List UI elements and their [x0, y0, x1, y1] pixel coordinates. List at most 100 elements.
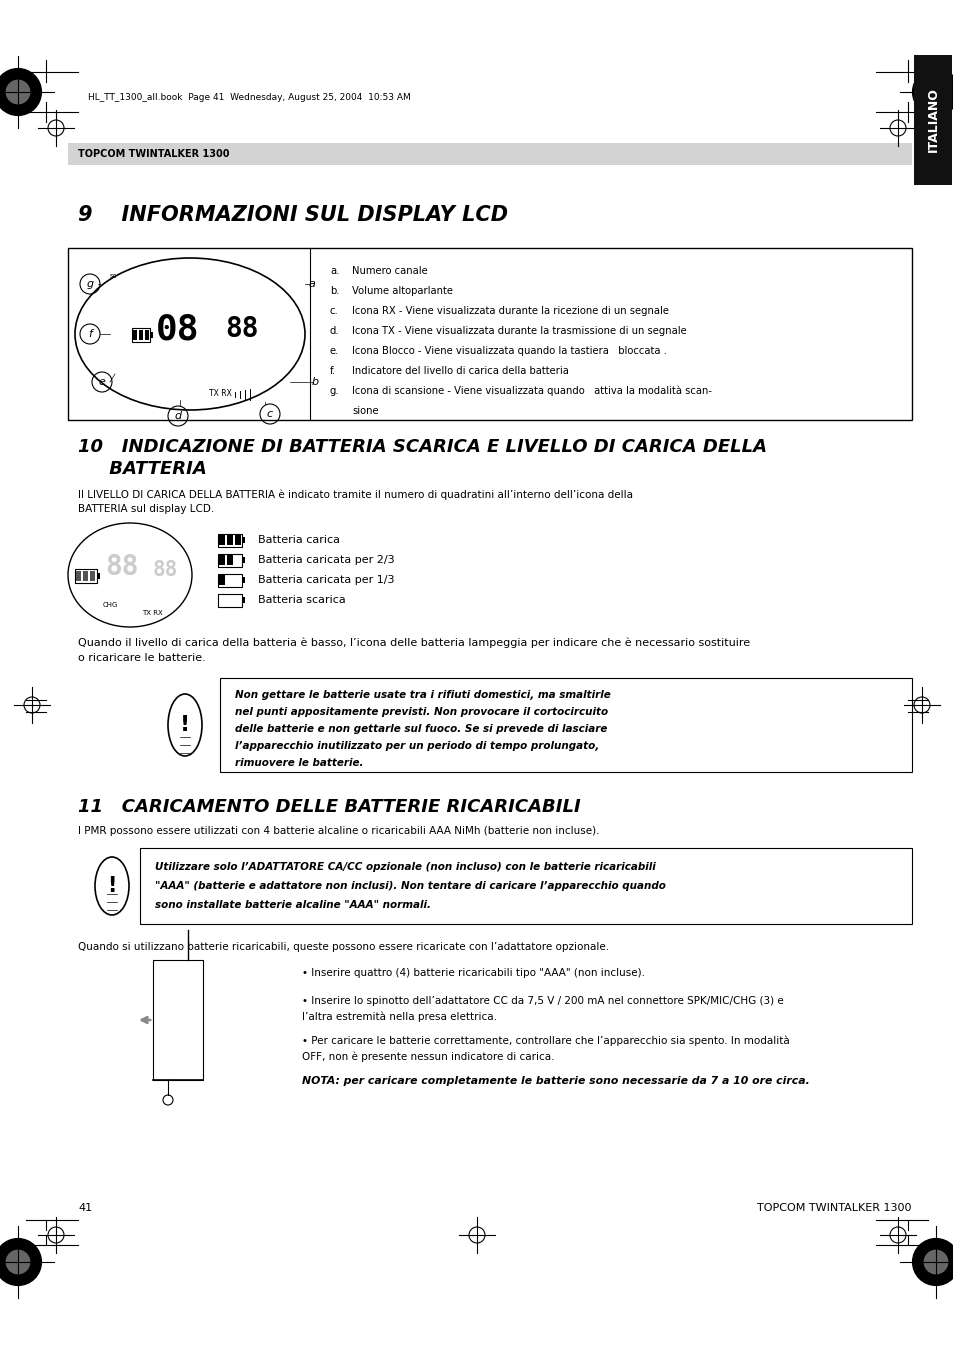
Text: OFF, non è presente nessun indicatore di carica.: OFF, non è presente nessun indicatore di…: [302, 1051, 554, 1062]
Text: Utilizzare solo l’ADATTATORE CA/CC opzionale (non incluso) con le batterie ricar: Utilizzare solo l’ADATTATORE CA/CC opzio…: [154, 862, 655, 871]
Text: 10   INDICAZIONE DI BATTERIA SCARICA E LIVELLO DI CARICA DELLA: 10 INDICAZIONE DI BATTERIA SCARICA E LIV…: [78, 438, 766, 457]
Text: g.: g.: [330, 386, 339, 396]
Bar: [139, 330, 143, 340]
Text: Batteria carica: Batteria carica: [257, 535, 339, 544]
Text: e: e: [98, 377, 106, 386]
Bar: [242, 577, 245, 584]
Text: l’apparecchio inutilizzato per un periodo di tempo prolungato,: l’apparecchio inutilizzato per un period…: [234, 740, 598, 751]
Text: rimuovere le batterie.: rimuovere le batterie.: [234, 758, 363, 767]
Text: l’altra estremità nella presa elettrica.: l’altra estremità nella presa elettrica.: [302, 1011, 497, 1021]
Text: Non gettare le batterie usate tra i rifiuti domestici, ma smaltirle: Non gettare le batterie usate tra i rifi…: [234, 690, 610, 700]
Text: b.: b.: [330, 286, 339, 296]
Bar: [68, 143, 911, 165]
Bar: [220, 678, 911, 771]
Bar: [145, 330, 149, 340]
Bar: [150, 332, 152, 338]
Text: TOPCOM TWINTALKER 1300: TOPCOM TWINTALKER 1300: [78, 149, 230, 159]
Text: b: b: [311, 377, 318, 386]
Text: a: a: [308, 280, 315, 289]
Text: Icona Blocco - Viene visualizzata quando la tastiera   bloccata .: Icona Blocco - Viene visualizzata quando…: [352, 346, 666, 357]
Text: g: g: [87, 280, 93, 289]
Ellipse shape: [68, 523, 192, 627]
Bar: [68, 249, 911, 420]
Circle shape: [7, 80, 30, 104]
Ellipse shape: [168, 694, 202, 757]
Text: ITALIANO: ITALIANO: [925, 88, 939, 153]
Text: CHG: CHG: [102, 603, 117, 608]
Text: TX RX: TX RX: [141, 611, 162, 616]
Text: 08: 08: [156, 312, 199, 346]
Circle shape: [912, 1239, 953, 1285]
Bar: [227, 555, 233, 565]
Bar: [242, 557, 245, 563]
Text: Icona di scansione - Viene visualizzata quando   attiva la modalità scan-: Icona di scansione - Viene visualizzata …: [352, 386, 711, 396]
Text: Batteria scarica: Batteria scarica: [257, 594, 345, 605]
Bar: [242, 536, 245, 543]
Text: f.: f.: [330, 366, 335, 376]
Text: Icona TX - Viene visualizzata durante la trasmissione di un segnale: Icona TX - Viene visualizzata durante la…: [352, 326, 686, 336]
Text: 41: 41: [78, 1202, 92, 1213]
Circle shape: [912, 69, 953, 115]
Bar: [90, 571, 95, 581]
Text: Il LIVELLO DI CARICA DELLA BATTERIA è indicato tramite il numero di quadratini a: Il LIVELLO DI CARICA DELLA BATTERIA è in…: [78, 490, 633, 500]
Ellipse shape: [75, 258, 305, 409]
Text: c.: c.: [330, 305, 338, 316]
Bar: [913, 55, 951, 185]
Text: sc: sc: [110, 273, 117, 280]
Text: o ricaricare le batterie.: o ricaricare le batterie.: [78, 653, 206, 663]
Text: Batteria caricata per 1/3: Batteria caricata per 1/3: [257, 576, 395, 585]
Text: sione: sione: [352, 407, 378, 416]
Text: BATTERIA sul display LCD.: BATTERIA sul display LCD.: [78, 504, 214, 513]
Circle shape: [0, 1239, 41, 1285]
Text: nel punti appositamente previsti. Non provocare il cortocircuito: nel punti appositamente previsti. Non pr…: [234, 707, 607, 717]
Bar: [218, 554, 242, 567]
Text: Batteria caricata per 2/3: Batteria caricata per 2/3: [257, 555, 395, 565]
Text: HL_TT_1300_all.book  Page 41  Wednesday, August 25, 2004  10:53 AM: HL_TT_1300_all.book Page 41 Wednesday, A…: [88, 92, 411, 101]
Text: TX RX: TX RX: [209, 389, 232, 399]
Text: 88: 88: [152, 561, 177, 580]
Bar: [97, 573, 100, 580]
Text: f: f: [88, 330, 91, 339]
Text: BATTERIA: BATTERIA: [78, 459, 207, 478]
Text: Quando il livello di carica della batteria è basso, l’icona delle batteria lampe: Quando il livello di carica della batter…: [78, 638, 749, 648]
Bar: [152, 961, 203, 1079]
Bar: [218, 594, 242, 607]
Text: d.: d.: [330, 326, 339, 336]
Text: delle batterie e non gettarle sul fuoco. Se si prevede di lasciare: delle batterie e non gettarle sul fuoco.…: [234, 724, 607, 734]
Bar: [242, 597, 245, 603]
Circle shape: [0, 69, 41, 115]
Bar: [132, 328, 150, 342]
Text: e.: e.: [330, 346, 339, 357]
Text: 9    INFORMAZIONI SUL DISPLAY LCD: 9 INFORMAZIONI SUL DISPLAY LCD: [78, 205, 508, 226]
Text: Numero canale: Numero canale: [352, 266, 427, 276]
Text: Indicatore del livello di carica della batteria: Indicatore del livello di carica della b…: [352, 366, 568, 376]
Text: 88: 88: [105, 553, 138, 581]
Bar: [140, 848, 911, 924]
Text: "AAA" (batterie e adattatore non inclusi). Non tentare di caricare l’apparecchio: "AAA" (batterie e adattatore non inclusi…: [154, 881, 665, 892]
Bar: [218, 574, 242, 586]
Text: !: !: [180, 715, 190, 735]
Bar: [219, 535, 225, 544]
Text: 11   CARICAMENTO DELLE BATTERIE RICARICABILI: 11 CARICAMENTO DELLE BATTERIE RICARICABI…: [78, 798, 580, 816]
Bar: [76, 571, 81, 581]
Text: NOTA: per caricare completamente le batterie sono necessarie da 7 a 10 ore circa: NOTA: per caricare completamente le batt…: [302, 1075, 809, 1086]
Bar: [227, 535, 233, 544]
Text: Icona RX - Viene visualizzata durante la ricezione di un segnale: Icona RX - Viene visualizzata durante la…: [352, 305, 668, 316]
Text: a.: a.: [330, 266, 339, 276]
Bar: [234, 535, 241, 544]
Bar: [132, 330, 137, 340]
Text: Volume altoparlante: Volume altoparlante: [352, 286, 453, 296]
Text: Quando si utilizzano batterie ricaricabili, queste possono essere ricaricate con: Quando si utilizzano batterie ricaricabi…: [78, 942, 608, 952]
Text: sono installate batterie alcaline "AAA" normali.: sono installate batterie alcaline "AAA" …: [154, 900, 431, 911]
Bar: [83, 571, 88, 581]
Circle shape: [923, 1250, 946, 1274]
Bar: [219, 576, 225, 585]
Bar: [219, 555, 225, 565]
Text: 88: 88: [225, 315, 258, 343]
Bar: [218, 534, 242, 547]
Text: TOPCOM TWINTALKER 1300: TOPCOM TWINTALKER 1300: [757, 1202, 911, 1213]
Text: I PMR possono essere utilizzati con 4 batterie alcaline o ricaricabili AAA NiMh : I PMR possono essere utilizzati con 4 ba…: [78, 825, 598, 836]
Circle shape: [923, 80, 946, 104]
Text: • Per caricare le batterie correttamente, controllare che l’apparecchio sia spen: • Per caricare le batterie correttamente…: [302, 1036, 789, 1047]
Text: !: !: [107, 875, 116, 896]
